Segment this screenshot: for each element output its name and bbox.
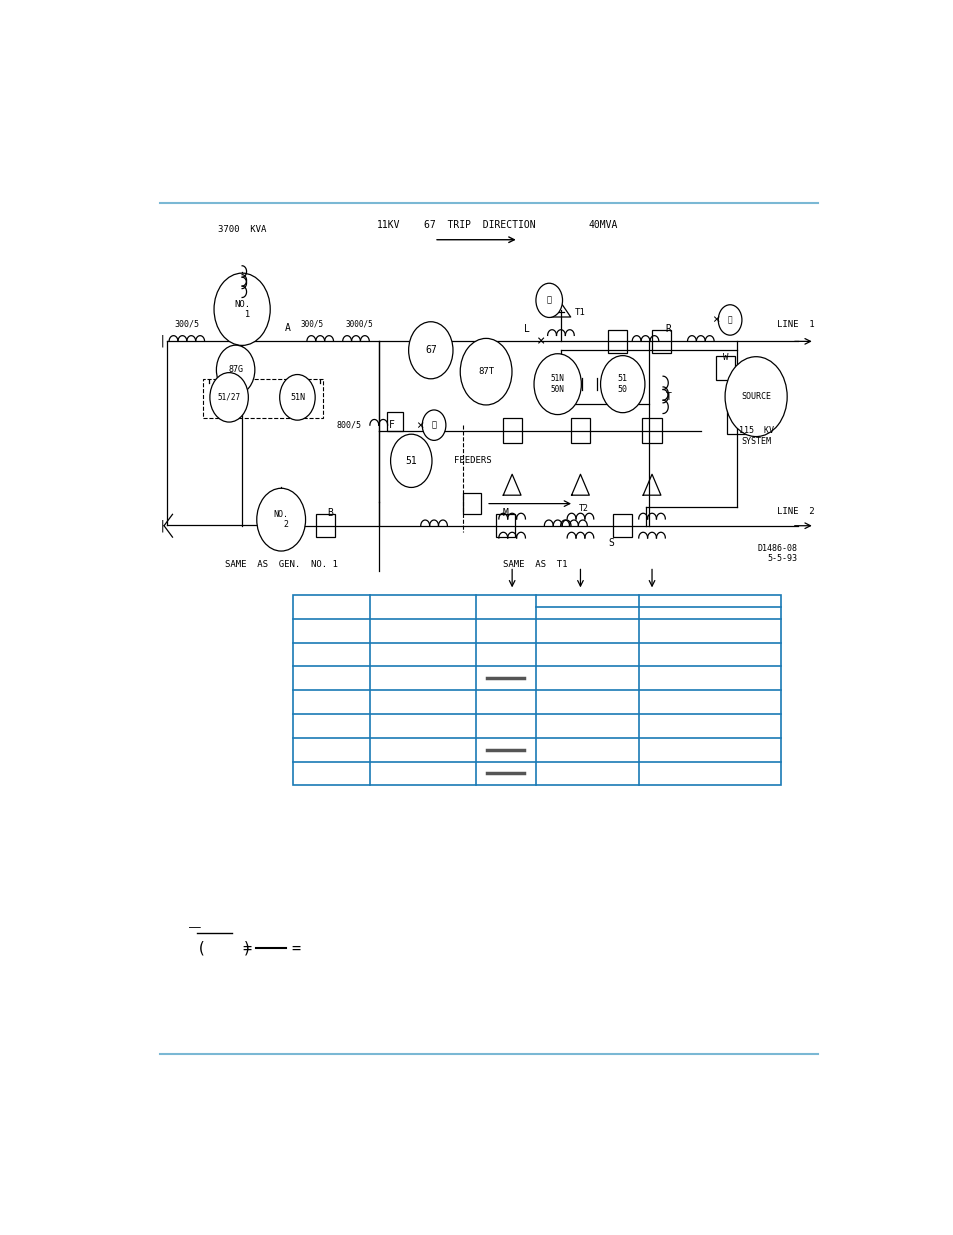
Text: ×: ×	[416, 419, 423, 432]
Text: SAME  AS  GEN.  NO. 1: SAME AS GEN. NO. 1	[225, 559, 337, 569]
Circle shape	[213, 273, 270, 346]
Text: 300/5: 300/5	[300, 320, 323, 329]
Circle shape	[216, 345, 254, 395]
Bar	[502, 419, 521, 443]
Circle shape	[718, 305, 741, 335]
Circle shape	[724, 357, 786, 437]
Text: D1486-08
5-5-93: D1486-08 5-5-93	[757, 543, 797, 563]
Text: 40MVA: 40MVA	[588, 221, 618, 231]
Text: ①: ①	[431, 421, 436, 430]
Text: NO.
  1: NO. 1	[233, 300, 250, 319]
Text: ②: ②	[546, 296, 551, 305]
Text: =: =	[292, 940, 300, 956]
Bar	[167, 215, 817, 572]
Text: B: B	[327, 509, 333, 519]
Text: LINE  2: LINE 2	[777, 508, 814, 516]
Text: L: L	[523, 324, 530, 333]
Text: 3000/5: 3000/5	[345, 320, 373, 329]
Text: 800/5: 800/5	[336, 421, 361, 430]
Text: ③: ③	[727, 315, 732, 325]
Text: 67  TRIP  DIRECTION: 67 TRIP DIRECTION	[423, 221, 535, 231]
Bar	[715, 356, 735, 380]
Text: ×: ×	[711, 314, 719, 326]
Bar	[386, 412, 402, 431]
Bar	[613, 514, 632, 537]
Circle shape	[422, 410, 445, 441]
Circle shape	[256, 488, 305, 551]
Text: 67: 67	[424, 346, 436, 356]
Text: T1: T1	[575, 309, 585, 317]
Text: 300/5: 300/5	[174, 320, 199, 329]
Bar	[726, 409, 745, 433]
Text: |: |	[158, 519, 166, 532]
Text: LINE  1: LINE 1	[777, 320, 814, 329]
Circle shape	[459, 338, 512, 405]
Bar	[496, 514, 515, 537]
Circle shape	[600, 356, 644, 412]
Bar	[570, 419, 590, 443]
Text: T2: T2	[578, 504, 588, 513]
Circle shape	[279, 374, 314, 420]
Text: 3700  KVA: 3700 KVA	[217, 225, 266, 233]
Bar	[203, 379, 323, 417]
Text: 51N
50N: 51N 50N	[550, 374, 564, 394]
Text: 51/27: 51/27	[217, 393, 240, 401]
Bar	[463, 493, 480, 514]
Text: |: |	[158, 335, 166, 348]
Text: =: =	[242, 940, 252, 956]
Text: F: F	[389, 420, 395, 430]
Text: SAME  AS  T1: SAME AS T1	[502, 559, 567, 569]
Text: ̅: ̅	[190, 927, 201, 946]
Circle shape	[408, 322, 453, 379]
Text: 87G: 87G	[228, 366, 243, 374]
Text: S: S	[608, 538, 614, 548]
Text: ×: ×	[537, 335, 545, 348]
Bar	[293, 595, 781, 785]
Circle shape	[536, 283, 562, 317]
Text: (    ): ( )	[196, 940, 252, 956]
Text: 11KV: 11KV	[376, 221, 400, 231]
Text: 51: 51	[405, 456, 416, 466]
Text: NO.
  2: NO. 2	[274, 510, 289, 530]
Bar	[652, 330, 671, 353]
Text: 51
50: 51 50	[618, 374, 627, 394]
Text: A: A	[284, 324, 291, 333]
Circle shape	[210, 373, 248, 422]
Bar	[607, 330, 626, 353]
Text: 51N: 51N	[290, 393, 305, 401]
Text: 87T: 87T	[477, 367, 494, 377]
Text: FEEDERS: FEEDERS	[454, 456, 492, 466]
Text: 115  KV
SYSTEM: 115 KV SYSTEM	[738, 426, 773, 446]
Circle shape	[390, 435, 432, 488]
Text: R: R	[664, 324, 671, 333]
Bar	[315, 514, 335, 537]
Bar	[641, 419, 661, 443]
Text: SOURCE: SOURCE	[740, 393, 770, 401]
Text: W: W	[722, 353, 727, 362]
Text: M: M	[502, 509, 508, 519]
Circle shape	[534, 353, 580, 415]
Text: T: T	[664, 391, 671, 401]
